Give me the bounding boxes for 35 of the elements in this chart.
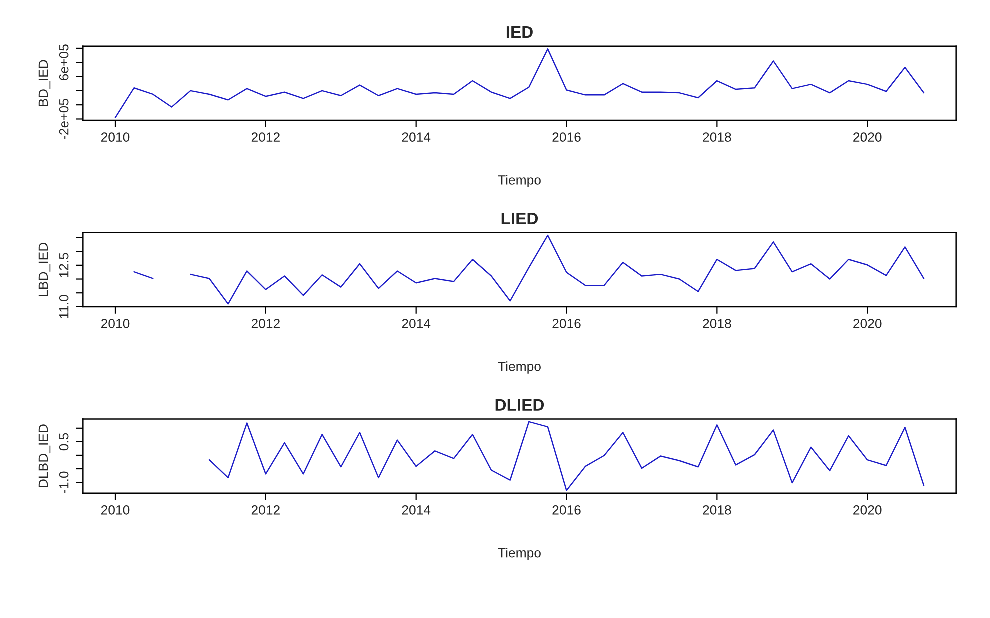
- x-tick-label: 2010: [101, 319, 130, 328]
- y-tick-label: 12.5: [59, 253, 69, 278]
- x-tick-label: 2016: [552, 132, 581, 142]
- line-series: [208, 421, 925, 492]
- chart-title: IED: [506, 26, 533, 38]
- y-axis-title: DLBD_IED: [38, 424, 51, 488]
- x-tick-label: 2010: [101, 132, 130, 142]
- line-series: [114, 48, 925, 118]
- x-tick-label: 2012: [252, 506, 280, 515]
- x-tick-label: 2014: [402, 506, 431, 515]
- y-tick-label: -2e+05: [59, 99, 69, 140]
- chart-title: LIED: [502, 212, 538, 224]
- y-tick-label: -1.0: [59, 472, 69, 494]
- y-axis-title: LBD_IED: [38, 242, 51, 296]
- x-tick-label: 2012: [252, 132, 280, 142]
- y-tick-label: 11.0: [59, 295, 69, 318]
- x-tick-label: 2016: [552, 506, 581, 515]
- x-tick-label: 2010: [101, 506, 130, 515]
- y-tick-label: 6e+05: [59, 44, 69, 80]
- x-axis-title: Tiempo: [498, 362, 541, 374]
- x-tick-label: 2018: [703, 319, 732, 328]
- x-axis-title: Tiempo: [498, 548, 541, 560]
- x-tick-label: 2014: [402, 319, 431, 328]
- x-tick-label: 2020: [854, 319, 882, 328]
- x-tick-label: 2018: [703, 506, 732, 515]
- x-axis-title: Tiempo: [498, 175, 541, 188]
- y-axis-title: BD_IED: [38, 60, 51, 106]
- x-tick-label: 2014: [402, 132, 431, 142]
- x-tick-label: 2016: [552, 319, 581, 328]
- x-tick-label: 2018: [703, 132, 732, 142]
- chart-title: DLIED: [496, 399, 544, 411]
- x-tick-label: 2020: [854, 506, 882, 515]
- x-tick-label: 2012: [252, 319, 280, 328]
- x-tick-label: 2020: [854, 132, 882, 142]
- y-tick-label: 0.5: [59, 433, 69, 451]
